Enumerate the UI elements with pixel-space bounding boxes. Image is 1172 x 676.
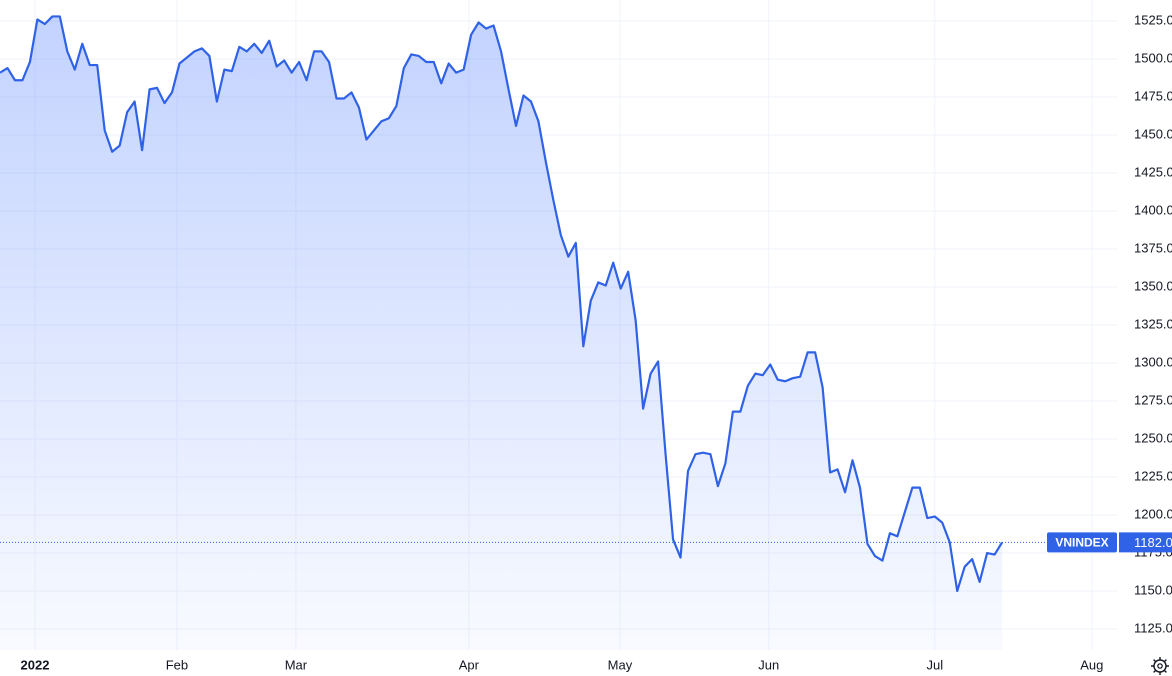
x-tick-label: Jul (926, 657, 943, 672)
y-tick-label: 1250.0 (1134, 430, 1172, 445)
series-name: VNINDEX (1055, 536, 1108, 550)
y-tick-label: 1400.0 (1134, 202, 1172, 217)
area-fill (0, 16, 1003, 651)
y-tick-label: 1125.0 (1134, 620, 1172, 635)
y-tick-label: 1500.0 (1134, 50, 1172, 65)
x-tick-label: May (608, 657, 633, 672)
y-tick-label: 1525.0 (1134, 12, 1172, 27)
y-tick-label: 1350.0 (1134, 278, 1172, 293)
gear (1153, 659, 1167, 673)
y-tick-label: 1475.0 (1134, 88, 1172, 103)
y-tick-label: 1200.0 (1134, 506, 1172, 521)
y-tick-label: 1150.0 (1134, 582, 1172, 597)
y-tick-label: 1375.0 (1134, 240, 1172, 255)
axes: 1125.01150.01175.01200.01225.01250.01275… (21, 12, 1172, 672)
last-price-label: 1182.0 (1134, 535, 1172, 550)
gear-teeth (1151, 657, 1169, 675)
last-price-tag (1119, 532, 1172, 553)
x-tick-label: Feb (166, 657, 188, 672)
y-tick-label: 1450.0 (1134, 126, 1172, 141)
y-tick-label: 1300.0 (1134, 354, 1172, 369)
plot (0, 15, 1118, 651)
series-name-tag (1047, 532, 1117, 553)
gear-hub (1157, 663, 1163, 669)
y-tick-label: 1225.0 (1134, 468, 1172, 483)
y-tick-label: 1425.0 (1134, 164, 1172, 179)
settings-icon[interactable] (1151, 657, 1169, 675)
x-tick-label: 2022 (21, 657, 50, 672)
x-tick-label: Jun (758, 657, 779, 672)
x-tick-label: Mar (285, 657, 308, 672)
x-tick-label: Aug (1080, 657, 1103, 672)
x-tick-label: Apr (459, 657, 480, 672)
y-tick-label: 1325.0 (1134, 316, 1172, 331)
y-tick-label: 1275.0 (1134, 392, 1172, 407)
price-line (0, 15, 1004, 593)
